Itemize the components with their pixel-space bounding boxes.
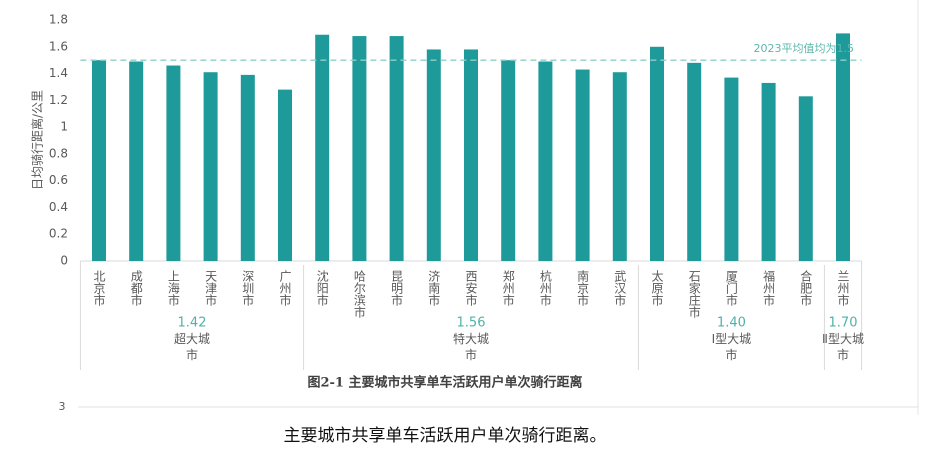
y-tick-label: 1.2	[49, 93, 68, 107]
bar	[352, 36, 367, 261]
bar	[687, 62, 702, 261]
group-name-box: Ⅱ型大城市	[822, 332, 864, 362]
x-tick-label: 北京市	[92, 270, 106, 306]
group-name: Ⅱ型大城市	[822, 332, 864, 362]
group-average: 1.40	[717, 316, 746, 331]
bar	[315, 34, 330, 261]
x-tick-label: 太原市	[650, 269, 664, 306]
x-tick-label: 成都市	[129, 270, 143, 306]
chart-caption: 图2-1 主要城市共享单车活跃用户单次骑行距离	[307, 375, 582, 391]
bar	[92, 60, 106, 261]
y-tick-label: 1	[60, 120, 68, 134]
x-tick-label: 西安市	[464, 270, 478, 306]
y-tick-label: 0.8	[49, 146, 68, 160]
group-average: 1.56	[457, 316, 486, 331]
group-average: 1.42	[178, 316, 207, 331]
x-tick-label: 广州市	[278, 270, 292, 306]
bar	[798, 96, 813, 261]
group-name-box: 超大城市	[173, 332, 210, 362]
y-tick-label: 0.4	[49, 200, 68, 214]
bar	[389, 36, 404, 261]
bar	[575, 69, 590, 262]
x-tick-label: 郑州市	[501, 269, 515, 306]
group-name-box: 特大城市	[452, 332, 489, 362]
y-axis-label: 日均骑行距离/公里	[30, 90, 45, 190]
y-tick-label: 1.8	[49, 13, 68, 27]
x-tick-label: 济南市	[427, 269, 441, 306]
x-tick-label: 天津市	[204, 270, 218, 306]
x-tick-label: 沈阳市	[315, 269, 329, 306]
x-tick-label: 武汉市	[613, 270, 627, 306]
x-tick-label: 石家庄市	[687, 270, 701, 318]
x-tick-label: 哈尔滨市	[352, 270, 366, 318]
x-tick-label: 南京市	[576, 269, 590, 306]
x-tick-label: 厦门市	[724, 270, 738, 306]
x-tick-label: 昆明市	[390, 270, 404, 306]
x-tick-label: 上海市	[166, 270, 180, 306]
bar	[240, 74, 255, 262]
bar	[203, 72, 218, 261]
x-tick-label: 兰州市	[836, 270, 850, 306]
bar	[836, 33, 850, 262]
group-name-box: Ⅰ型大城市	[711, 332, 752, 362]
bar	[724, 77, 739, 261]
bar	[278, 89, 292, 261]
bar	[166, 65, 181, 262]
bar	[761, 82, 776, 261]
y-tick-label: 0.2	[49, 227, 68, 241]
y-tick-label: 1.6	[49, 39, 68, 53]
page-number: 3	[59, 400, 66, 413]
y-tick-label: 0.6	[49, 173, 68, 187]
bar	[129, 61, 144, 261]
y-tick-label: 0	[60, 254, 68, 268]
x-tick-label: 合肥市	[799, 269, 813, 306]
group-name: 特大城市	[452, 332, 489, 362]
x-tick-label: 深圳市	[241, 270, 255, 306]
x-tick-label: 杭州市	[538, 269, 552, 306]
bar	[612, 72, 627, 261]
bar	[650, 46, 664, 262]
reference-label: 2023平均值均为1.5	[754, 42, 855, 55]
group-name: 超大城市	[173, 332, 210, 362]
bar	[501, 60, 516, 261]
body-text: 主要城市共享单车活跃用户单次骑行距离。	[284, 426, 607, 446]
y-tick-label: 1.4	[49, 66, 68, 80]
x-tick-label: 福州市	[762, 269, 776, 306]
bar	[464, 49, 478, 262]
group-average: 1.70	[829, 316, 858, 331]
group-name: Ⅰ型大城市	[711, 332, 752, 362]
bar	[538, 61, 553, 261]
bar	[426, 49, 441, 262]
